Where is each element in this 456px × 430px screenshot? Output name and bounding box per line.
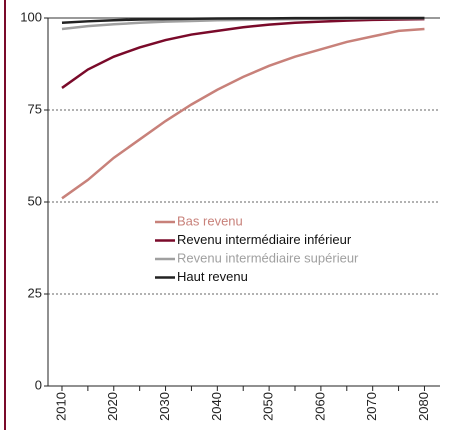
series-line [61,27,425,200]
x-tick-label: 2050 [261,392,276,421]
x-tick-label: 2070 [364,392,379,421]
y-tick-label: 50 [28,193,42,208]
y-tick-label: 25 [28,285,42,300]
legend-label: Haut revenu [177,269,248,284]
series-line [61,17,425,89]
x-tick-label: 2060 [312,392,327,421]
x-tick-label: 2080 [416,392,431,421]
x-tick-label: 2010 [53,392,68,421]
x-tick-label: 2030 [157,392,172,421]
series-line [61,16,425,25]
y-tick-label: 75 [28,101,42,116]
y-tick-label: 0 [35,377,42,392]
x-tick-label: 2020 [105,392,120,421]
legend-label: Revenu intermédiaire inférieur [177,232,352,247]
x-tick-label: 2040 [209,392,224,421]
y-tick-label: 100 [20,9,42,24]
legend-label: Revenu intermédiaire supérieur [177,250,359,265]
legend-label: Bas revenu [177,213,243,228]
